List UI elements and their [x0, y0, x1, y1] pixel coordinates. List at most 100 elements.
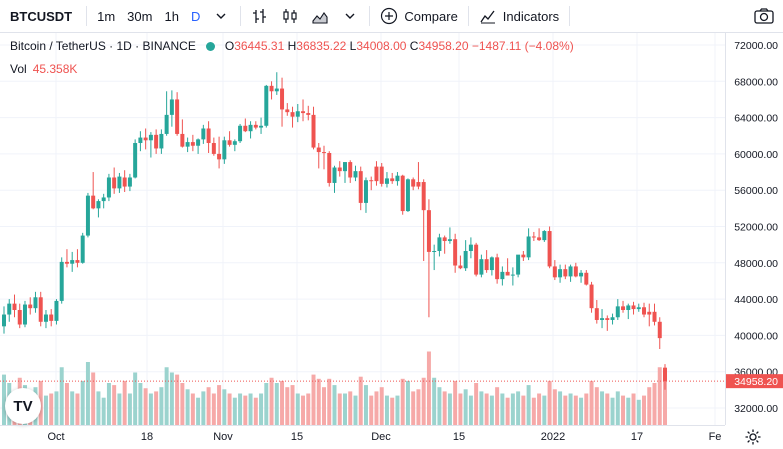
volume-bar: [85, 362, 90, 425]
candle-body: [521, 254, 526, 258]
volume-bar: [280, 380, 285, 425]
candle-body: [573, 266, 578, 277]
candle-body: [106, 177, 111, 198]
candle-body: [54, 300, 59, 321]
low-value: 34008.00: [356, 39, 407, 53]
candle-body: [636, 307, 641, 310]
volume-bar: [642, 395, 647, 425]
indicators-button[interactable]: Indicators: [473, 0, 565, 32]
candle-body: [201, 128, 206, 140]
volume-bar: [384, 395, 389, 425]
volume-bar: [164, 367, 169, 425]
volume-bar: [43, 395, 48, 425]
compare-button[interactable]: Compare: [374, 0, 463, 32]
candle-body: [526, 236, 531, 258]
volume-bar: [232, 397, 237, 425]
volume-bar: [390, 397, 395, 425]
market-status-dot: [205, 41, 215, 51]
candle-body: [148, 134, 153, 141]
volume-bar: [489, 395, 494, 425]
volume-bar: [568, 393, 573, 425]
divider: [369, 6, 371, 26]
volume-bar: [143, 388, 148, 425]
symbol-search-button[interactable]: BTCUSDT: [10, 8, 73, 24]
time-axis[interactable]: Oct 18 Nov 15 Dec 15 2022 17 Fe: [0, 425, 725, 449]
volume-bar: [421, 377, 426, 425]
volume-bar: [311, 374, 316, 425]
volume-bar: [127, 393, 132, 425]
candle-body: [285, 109, 290, 113]
candle-body: [185, 142, 190, 147]
volume-bar: [348, 391, 353, 425]
change-value: −1487.11 (−4.08%): [471, 39, 574, 53]
volume-bar: [610, 397, 615, 425]
volume-bar: [238, 393, 243, 425]
volume-bar: [285, 387, 290, 425]
candle-body: [269, 85, 274, 92]
close-value: 34958.20: [418, 39, 469, 53]
volume-bar: [101, 397, 106, 425]
volume-bar: [185, 389, 190, 425]
volume-bar: [117, 393, 122, 425]
open-label: O: [224, 39, 235, 53]
series-title[interactable]: Bitcoin / TetherUS · 1D · BINANCE: [10, 39, 196, 53]
candle-body: [442, 237, 447, 242]
candle-body: [117, 176, 122, 189]
volume-bar: [259, 393, 264, 425]
candle-body: [652, 311, 657, 322]
interval-dropdown[interactable]: [206, 0, 236, 32]
volume-bar: [169, 372, 174, 425]
interval-d-button[interactable]: D: [190, 8, 201, 24]
price-tick-label: 60000.00: [734, 149, 778, 161]
candle-body: [232, 141, 237, 145]
volume-bar: [64, 383, 69, 425]
candle-body: [621, 306, 626, 310]
volume-bar: [447, 393, 452, 425]
volume-bar: [112, 385, 117, 425]
time-tick-label: 18: [141, 431, 153, 443]
volume-bar: [563, 395, 568, 425]
candle-body: [437, 237, 442, 252]
volume-bar: [54, 391, 59, 425]
price-chart[interactable]: [0, 33, 725, 425]
price-axis[interactable]: 72000.00 68000.00 64000.00 60000.00 56000.00…: [725, 33, 783, 425]
volume-bar: [505, 397, 510, 425]
candle-body: [426, 210, 431, 252]
volume-bar: [411, 391, 416, 425]
chart-type-dropdown[interactable]: [335, 0, 365, 32]
interval-1h-button[interactable]: 1h: [164, 8, 179, 24]
settings-gear-icon[interactable]: [744, 428, 762, 446]
volume-bar: [342, 393, 347, 425]
interval-30m-button[interactable]: 30m: [127, 8, 153, 24]
price-tick-label: 52000.00: [734, 222, 778, 234]
volume-bar: [647, 387, 652, 425]
bar-chart-type-button[interactable]: [245, 0, 275, 32]
tradingview-logo[interactable]: TV: [5, 388, 41, 424]
volume-bar: [636, 399, 641, 425]
time-tick-label: 17: [631, 431, 643, 443]
camera-icon[interactable]: [753, 5, 775, 27]
candle-body: [75, 260, 80, 263]
candle-chart-type-button[interactable]: [275, 0, 305, 32]
volume-bar: [369, 395, 374, 425]
volume-bar: [196, 397, 201, 425]
candle-body: [594, 308, 599, 320]
time-tick-label: Fe: [709, 431, 722, 443]
volume-bar: [500, 393, 505, 425]
candle-body: [274, 88, 279, 92]
candle-body: [395, 175, 400, 182]
area-chart-type-button[interactable]: [305, 0, 335, 32]
candle-body: [101, 197, 106, 202]
volume-bar: [133, 372, 138, 425]
candle-body: [259, 125, 264, 128]
divider: [569, 6, 571, 26]
interval-1m-button[interactable]: 1m: [97, 8, 116, 24]
volume-bar: [379, 387, 384, 425]
indicators-label: Indicators: [502, 8, 560, 24]
candle-body: [332, 167, 337, 183]
volume-bar: [579, 397, 584, 425]
candle-body: [579, 272, 584, 277]
candle-body: [337, 167, 342, 172]
volume-bar: [416, 389, 421, 425]
area-chart-icon: [312, 12, 328, 24]
